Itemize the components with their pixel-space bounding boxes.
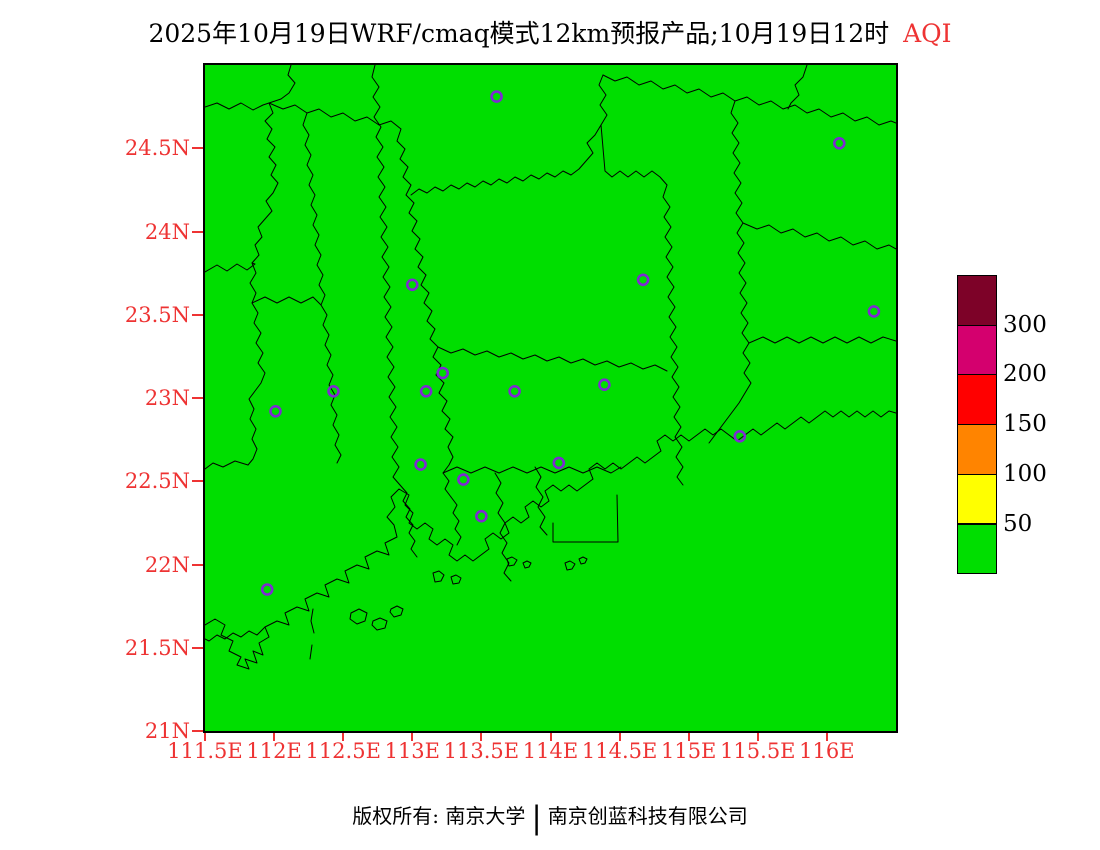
lon-tick-label: 112E: [246, 739, 302, 763]
lat-tick-label: 21N: [144, 719, 190, 743]
legend-swatch: [957, 424, 997, 475]
lon-tick-label: 115E: [660, 739, 717, 763]
lon-tick-mark: [342, 733, 345, 741]
lon-tick-label: 113E: [384, 739, 440, 763]
station-marker: [490, 90, 503, 103]
title-text: 2025年10月19日WRF/cmaq模式12km预报产品;10月19日12时: [148, 19, 890, 48]
lon-tick-mark: [687, 733, 690, 741]
lon-tick-mark: [480, 733, 483, 741]
station-marker: [508, 384, 521, 398]
legend-swatch: [957, 374, 997, 426]
lat-tick-mark: [192, 397, 203, 399]
lat-tick-label: 22.5N: [124, 469, 190, 494]
lon-tick-mark: [756, 733, 759, 741]
lon-tick-label: 115.5E: [720, 739, 796, 763]
station-marker: [552, 456, 566, 470]
legend-threshold-label: 300: [1003, 311, 1047, 338]
lat-tick-label: 23.5N: [124, 302, 190, 327]
lon-tick-label: 116E: [799, 739, 855, 763]
title-aqi-label: AQI: [903, 19, 952, 48]
lon-tick-mark: [273, 733, 276, 741]
station-marker: [269, 404, 282, 418]
lat-tick-label: 24N: [144, 219, 190, 244]
lat-tick-mark: [192, 646, 203, 649]
station-marker: [636, 273, 650, 287]
lon-tick-label: 111.5E: [167, 739, 243, 763]
station-marker: [260, 583, 274, 596]
lon-tick-mark: [549, 733, 552, 741]
map-canvas: [203, 63, 898, 733]
legend-swatch: [957, 324, 997, 376]
lat-tick-mark: [192, 480, 203, 483]
station-marker: [598, 378, 611, 392]
station-marker: [867, 305, 881, 318]
lon-tick-mark: [825, 733, 828, 741]
lat-tick-label: 21.5N: [124, 635, 190, 660]
page-title: 2025年10月19日WRF/cmaq模式12km预报产品;10月19日12时 A…: [0, 14, 1100, 50]
legend-threshold-label: 200: [1003, 361, 1047, 388]
station-marker: [406, 278, 419, 292]
lat-tick-mark: [192, 147, 203, 150]
legend-threshold-label: 50: [1003, 510, 1033, 537]
lon-tick-label: 114.5E: [581, 739, 658, 763]
forecast-map-svg: [205, 65, 896, 670]
lat-tick-label: 24.5N: [124, 136, 190, 161]
station-marker: [733, 429, 747, 443]
lon-tick-label: 113.5E: [443, 739, 520, 763]
lon-tick-mark: [204, 733, 206, 741]
station-marker: [436, 366, 449, 380]
station-marker: [414, 458, 427, 471]
aqi-legend: 300 200 150 100 50: [957, 275, 1100, 575]
lat-tick-label: 22N: [144, 552, 190, 577]
legend-threshold-label: 100: [1003, 460, 1047, 487]
station-markers-layer: [260, 90, 881, 596]
legend-swatch: [957, 523, 997, 575]
copyright-footer: 版权所有: 南京大学 | 南京创蓝科技有限公司: [0, 800, 1100, 836]
province-boundaries: [205, 65, 896, 670]
lat-tick-mark: [192, 313, 203, 316]
footer-separator-bar: |: [531, 800, 542, 836]
station-marker: [327, 384, 340, 398]
lon-tick-label: 112.5E: [305, 739, 381, 763]
legend-swatch: [957, 275, 997, 326]
lat-tick-mark: [192, 730, 203, 732]
station-marker: [832, 137, 846, 150]
lon-tick-mark: [411, 733, 414, 741]
lat-tick-mark: [192, 563, 203, 566]
station-marker: [419, 384, 433, 398]
lat-tick-label: 23N: [144, 386, 190, 410]
footer-left-text: 版权所有: 南京大学: [352, 804, 526, 828]
legend-swatch: [957, 473, 997, 525]
legend-threshold-label: 150: [1003, 411, 1047, 438]
station-marker: [475, 509, 488, 523]
station-marker: [457, 473, 470, 486]
lat-tick-mark: [192, 230, 203, 233]
footer-right-text: 南京创蓝科技有限公司: [547, 804, 748, 828]
lon-tick-label: 114E: [522, 739, 579, 763]
lon-tick-mark: [618, 733, 621, 741]
